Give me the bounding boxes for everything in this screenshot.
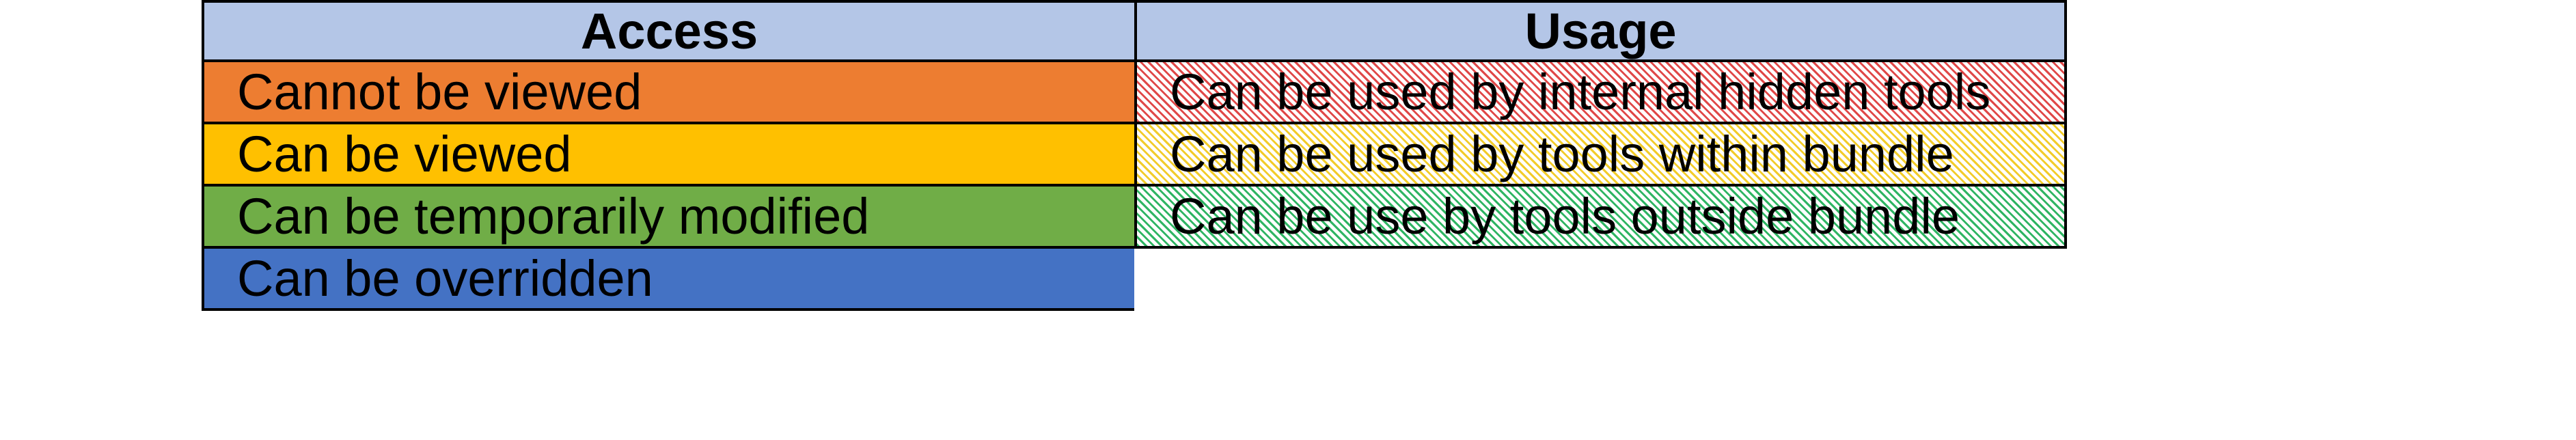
usage-empty-cell (1134, 249, 2067, 311)
legend-row-2: Can be viewed Can be used by tools withi… (202, 124, 2067, 187)
legend-row-3: Can be temporarily modified Can be use b… (202, 187, 2067, 249)
access-temporarily-modified: Can be temporarily modified (202, 187, 1134, 249)
legend-row-1: Cannot be viewed Can be used by internal… (202, 62, 2067, 124)
usage-internal-hidden-tools: Can be used by internal hidden tools (1134, 62, 2067, 124)
usage-tools-outside-bundle: Can be use by tools outside bundle (1134, 187, 2067, 249)
legend-header-row: Access Usage (202, 0, 2067, 62)
access-can-be-overridden: Can be overridden (202, 249, 1134, 311)
usage-tools-within-bundle: Can be used by tools within bundle (1134, 124, 2067, 187)
access-header: Access (202, 0, 1134, 62)
access-can-be-viewed: Can be viewed (202, 124, 1134, 187)
access-usage-legend-table: Access Usage Cannot be viewed Can be use… (202, 0, 2067, 311)
access-cannot-be-viewed: Cannot be viewed (202, 62, 1134, 124)
usage-header: Usage (1134, 0, 2067, 62)
legend-row-4: Can be overridden (202, 249, 2067, 311)
